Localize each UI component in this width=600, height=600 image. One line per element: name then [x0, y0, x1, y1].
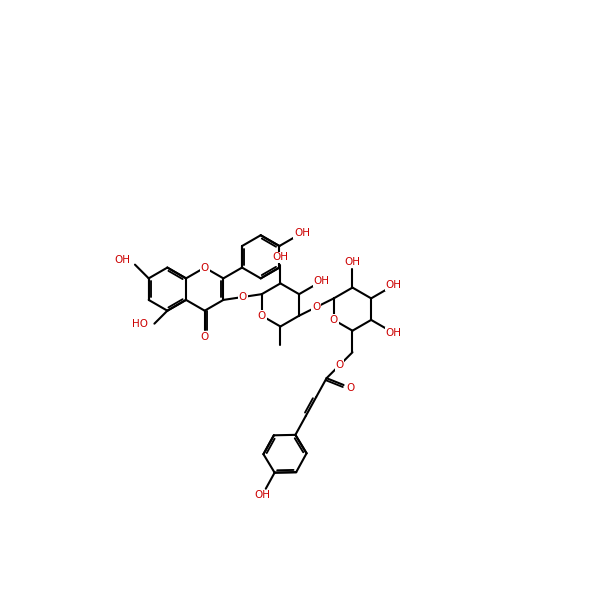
Text: OH: OH	[386, 280, 401, 290]
Text: OH: OH	[386, 328, 401, 338]
Text: O: O	[329, 315, 338, 325]
Text: HO: HO	[132, 319, 148, 329]
Text: O: O	[200, 332, 209, 343]
Text: O: O	[313, 302, 320, 312]
Text: O: O	[200, 263, 209, 272]
Text: OH: OH	[294, 228, 310, 238]
Text: OH: OH	[115, 255, 131, 265]
Text: OH: OH	[344, 257, 361, 266]
Text: OH: OH	[314, 276, 329, 286]
Text: O: O	[347, 383, 355, 393]
Text: OH: OH	[272, 253, 289, 262]
Text: O: O	[335, 360, 344, 370]
Text: O: O	[238, 292, 247, 302]
Text: OH: OH	[254, 490, 270, 500]
Text: O: O	[257, 311, 266, 321]
